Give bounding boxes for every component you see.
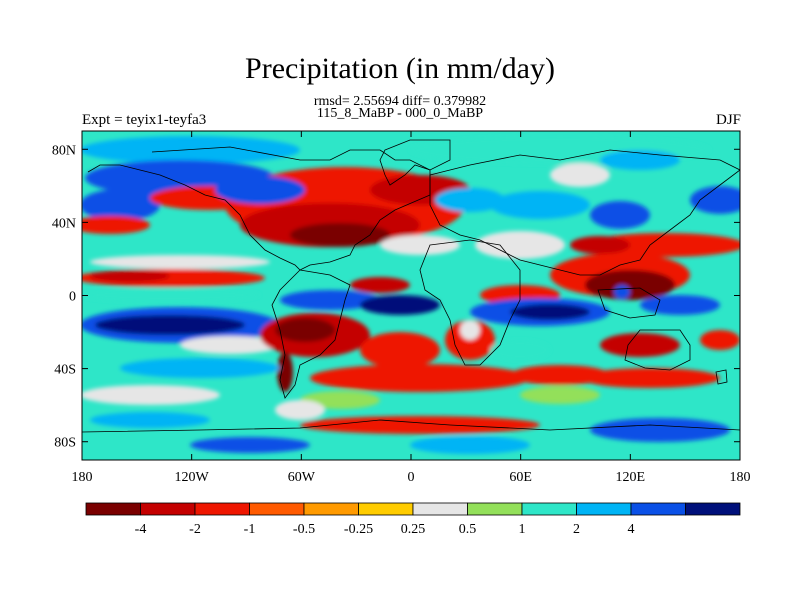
field-patch	[280, 290, 380, 310]
x-axis-ticks: 180 120W 60W 0 60E 120E 180	[72, 131, 751, 485]
coast-australia	[624, 329, 691, 371]
coast-eurasia	[429, 149, 740, 276]
field-patch	[510, 304, 590, 320]
y-tick-label: 80S	[54, 436, 76, 451]
colorbar-swatch	[194, 502, 250, 516]
subtitle: 115_8_MaBP - 000_0_MaBP	[316, 106, 484, 121]
x-tick-label: 60W	[288, 470, 316, 485]
field-patch	[350, 277, 410, 293]
colorbar-label: 0.5	[459, 522, 477, 537]
field-patch	[82, 216, 150, 234]
colorbar-swatch	[249, 502, 305, 516]
colorbar-label: -0.5	[293, 522, 315, 537]
field-patch	[700, 330, 740, 350]
field-patch	[82, 288, 260, 302]
y-tick-label: 80N	[52, 143, 76, 158]
colorbar-swatch	[521, 502, 577, 516]
colorbar-swatch	[412, 502, 468, 516]
field-patch	[585, 270, 675, 300]
colorbar-swatch	[85, 502, 141, 516]
field-patch	[360, 295, 440, 315]
field-patch	[600, 333, 680, 357]
coastlines	[82, 139, 740, 433]
x-tick-label: 60E	[509, 470, 532, 485]
field-patch	[520, 386, 600, 404]
x-tick-label: 0	[408, 470, 415, 485]
colorbar-labels: -4 -2 -1 -0.5 -0.25 0.25 0.5 1 2 4	[135, 522, 635, 537]
field-patch	[82, 136, 300, 164]
colorbar-swatch	[467, 502, 523, 516]
field-patch	[90, 255, 270, 269]
field-patch	[570, 236, 630, 254]
field-patch	[580, 368, 720, 388]
field-patch	[275, 318, 335, 342]
coast-africa	[419, 239, 521, 366]
coast-maritime-continent	[597, 287, 661, 319]
field-patch	[380, 235, 460, 255]
field-patch	[585, 233, 740, 257]
field-patch	[435, 188, 505, 212]
field-patch	[277, 352, 293, 392]
field-patch	[640, 295, 720, 315]
field-patch	[82, 189, 160, 221]
field-patch	[690, 186, 740, 214]
colorbar-swatch	[685, 502, 741, 516]
colorbar-swatch	[303, 502, 359, 516]
field-patch	[614, 285, 630, 299]
colorbar	[85, 502, 741, 516]
colorbar-label: -1	[244, 522, 256, 537]
field-patch	[190, 437, 310, 453]
colorbar-label: 1	[519, 522, 526, 537]
colorbar-label: -0.25	[344, 522, 373, 537]
colorbar-swatch	[576, 502, 632, 516]
colorbar-label: 2	[573, 522, 580, 537]
coast-greenland	[379, 139, 451, 186]
field-patch	[290, 223, 390, 247]
experiment-label: Expt = teyix1-teyfa3	[82, 112, 207, 128]
precip-field	[82, 131, 740, 460]
coast-north-america	[87, 146, 431, 271]
field-patch	[90, 412, 210, 428]
colorbar-swatch	[630, 502, 686, 516]
x-tick-label: 180	[730, 470, 751, 485]
field-patch	[590, 418, 730, 442]
colorbar-label: -2	[189, 522, 201, 537]
field-patch	[550, 163, 610, 187]
field-patch	[460, 320, 480, 340]
colorbar-swatch	[140, 502, 196, 516]
field-patch	[490, 340, 550, 360]
field-patch	[120, 358, 280, 378]
x-tick-label: 120E	[616, 470, 646, 485]
field-patch	[95, 315, 245, 335]
x-tick-label: 120W	[175, 470, 210, 485]
field-patch	[82, 385, 220, 405]
field-patch	[180, 336, 280, 354]
field-patch	[410, 436, 530, 454]
field-patch	[275, 400, 325, 420]
colorbar-label: -4	[135, 522, 147, 537]
field-patch	[300, 416, 540, 434]
y-tick-label: 40N	[52, 216, 76, 231]
stats-line: rmsd= 2.55694 diff= 0.379982	[313, 94, 487, 109]
field-patch	[590, 201, 650, 229]
field-patch	[475, 231, 565, 259]
coast-new-zealand	[715, 369, 728, 385]
colorbar-label: 0.25	[401, 522, 426, 537]
field-patch	[310, 364, 530, 392]
coast-antarctica	[82, 419, 740, 433]
y-tick-label: 40S	[54, 363, 76, 378]
field-patch	[90, 270, 170, 282]
y-axis-ticks: 80N 40N 0 40S 80S	[52, 143, 740, 451]
y-tick-label: 0	[69, 290, 76, 305]
season-label: DJF	[715, 112, 741, 128]
colorbar-label: 4	[628, 522, 635, 537]
page-title: Precipitation (in mm/day)	[245, 52, 555, 85]
coast-south-america	[271, 269, 351, 399]
field-patch	[360, 332, 440, 368]
x-tick-label: 180	[72, 470, 93, 485]
colorbar-swatch	[358, 502, 414, 516]
field-patch	[215, 176, 305, 204]
field-patch	[490, 191, 590, 219]
